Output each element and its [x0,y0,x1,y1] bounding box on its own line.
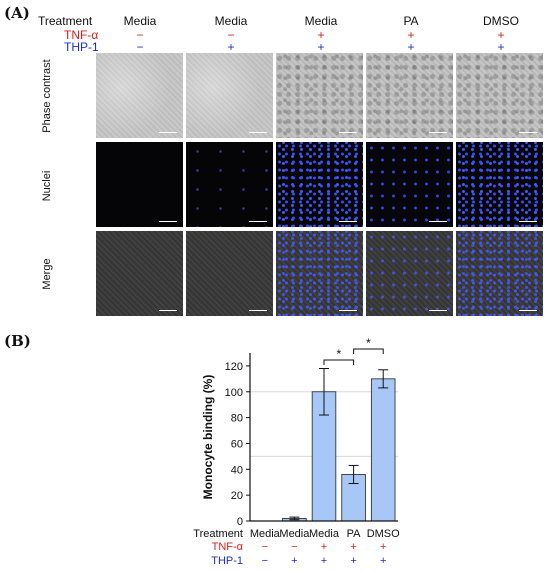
column-tnf-sign: − [136,28,144,42]
panel-b-label: (B) [4,332,31,350]
thp-sign: + [291,555,297,567]
column-thp-sign: + [227,40,235,54]
x-tick-label: Media [250,528,281,540]
micrograph-phase [276,53,363,138]
y-tick-label: 100 [225,387,243,399]
micrograph-phase [186,53,273,138]
tnf-sign: + [380,541,386,553]
micrograph-merge [366,231,453,316]
significance-bracket [323,359,355,365]
treatment-label: Treatment [193,528,243,540]
significance-star: * [366,336,371,350]
micrograph-nuclei [186,142,273,227]
micrograph-phase [366,53,453,138]
thp-sign: + [321,555,327,567]
micrograph-merge [276,231,363,316]
thp-sign: − [262,555,268,567]
y-tick-label: 80 [231,413,243,425]
micrograph-nuclei [366,142,453,227]
tnf-sign: − [262,541,268,553]
column-tnf-sign: + [317,28,325,42]
micrograph-phase [456,53,543,138]
column-header-treatment: Media [304,14,338,28]
panel-a-label: (A) [4,4,30,22]
column-header-treatment: Media [214,14,248,28]
x-tick-label: PA [347,528,362,540]
micrograph-merge [96,231,183,316]
significance-star: * [336,347,341,361]
column-header-treatment: Media [123,14,157,28]
column-thp-sign: − [136,40,144,54]
thp-label: THP-1 [211,555,243,567]
column-thp-sign: + [497,40,505,54]
bar [370,378,396,522]
thp-row-label: THP-1 [64,40,99,54]
treatment-row-label: Treatment [38,14,93,28]
y-tick-label: 0 [237,516,243,528]
micrograph-nuclei [276,142,363,227]
significance-bracket [353,348,384,354]
x-tick-label: DMSO [367,528,400,540]
tnf-sign: + [350,541,356,553]
column-thp-sign: + [317,40,325,54]
micrograph-merge [456,231,543,316]
y-axis-label: Monocyte binding (%) [201,375,215,500]
y-tick-label: 40 [231,464,243,476]
column-thp-sign: + [407,40,415,54]
micrograph-merge [186,231,273,316]
tnf-sign: + [321,541,327,553]
column-tnf-sign: + [497,28,505,42]
x-tick-label: Media [309,528,340,540]
y-tick-label: 60 [231,438,243,450]
thp-sign: + [350,555,356,567]
column-header-treatment: PA [403,14,419,28]
y-tick-label: 20 [231,490,243,502]
column-header-treatment: DMSO [483,14,519,28]
tnf-row-label: TNF-α [64,28,99,42]
x-tick-label: Media [279,528,310,540]
y-tick-label: 120 [225,361,243,373]
column-tnf-sign: − [227,28,235,42]
tnf-sign: − [291,541,297,553]
tnf-label: TNF-α [212,541,244,553]
thp-sign: + [380,555,386,567]
column-tnf-sign: + [407,28,415,42]
micrograph-nuclei [456,142,543,227]
micrograph-phase [96,53,183,138]
micrograph-nuclei [96,142,183,227]
